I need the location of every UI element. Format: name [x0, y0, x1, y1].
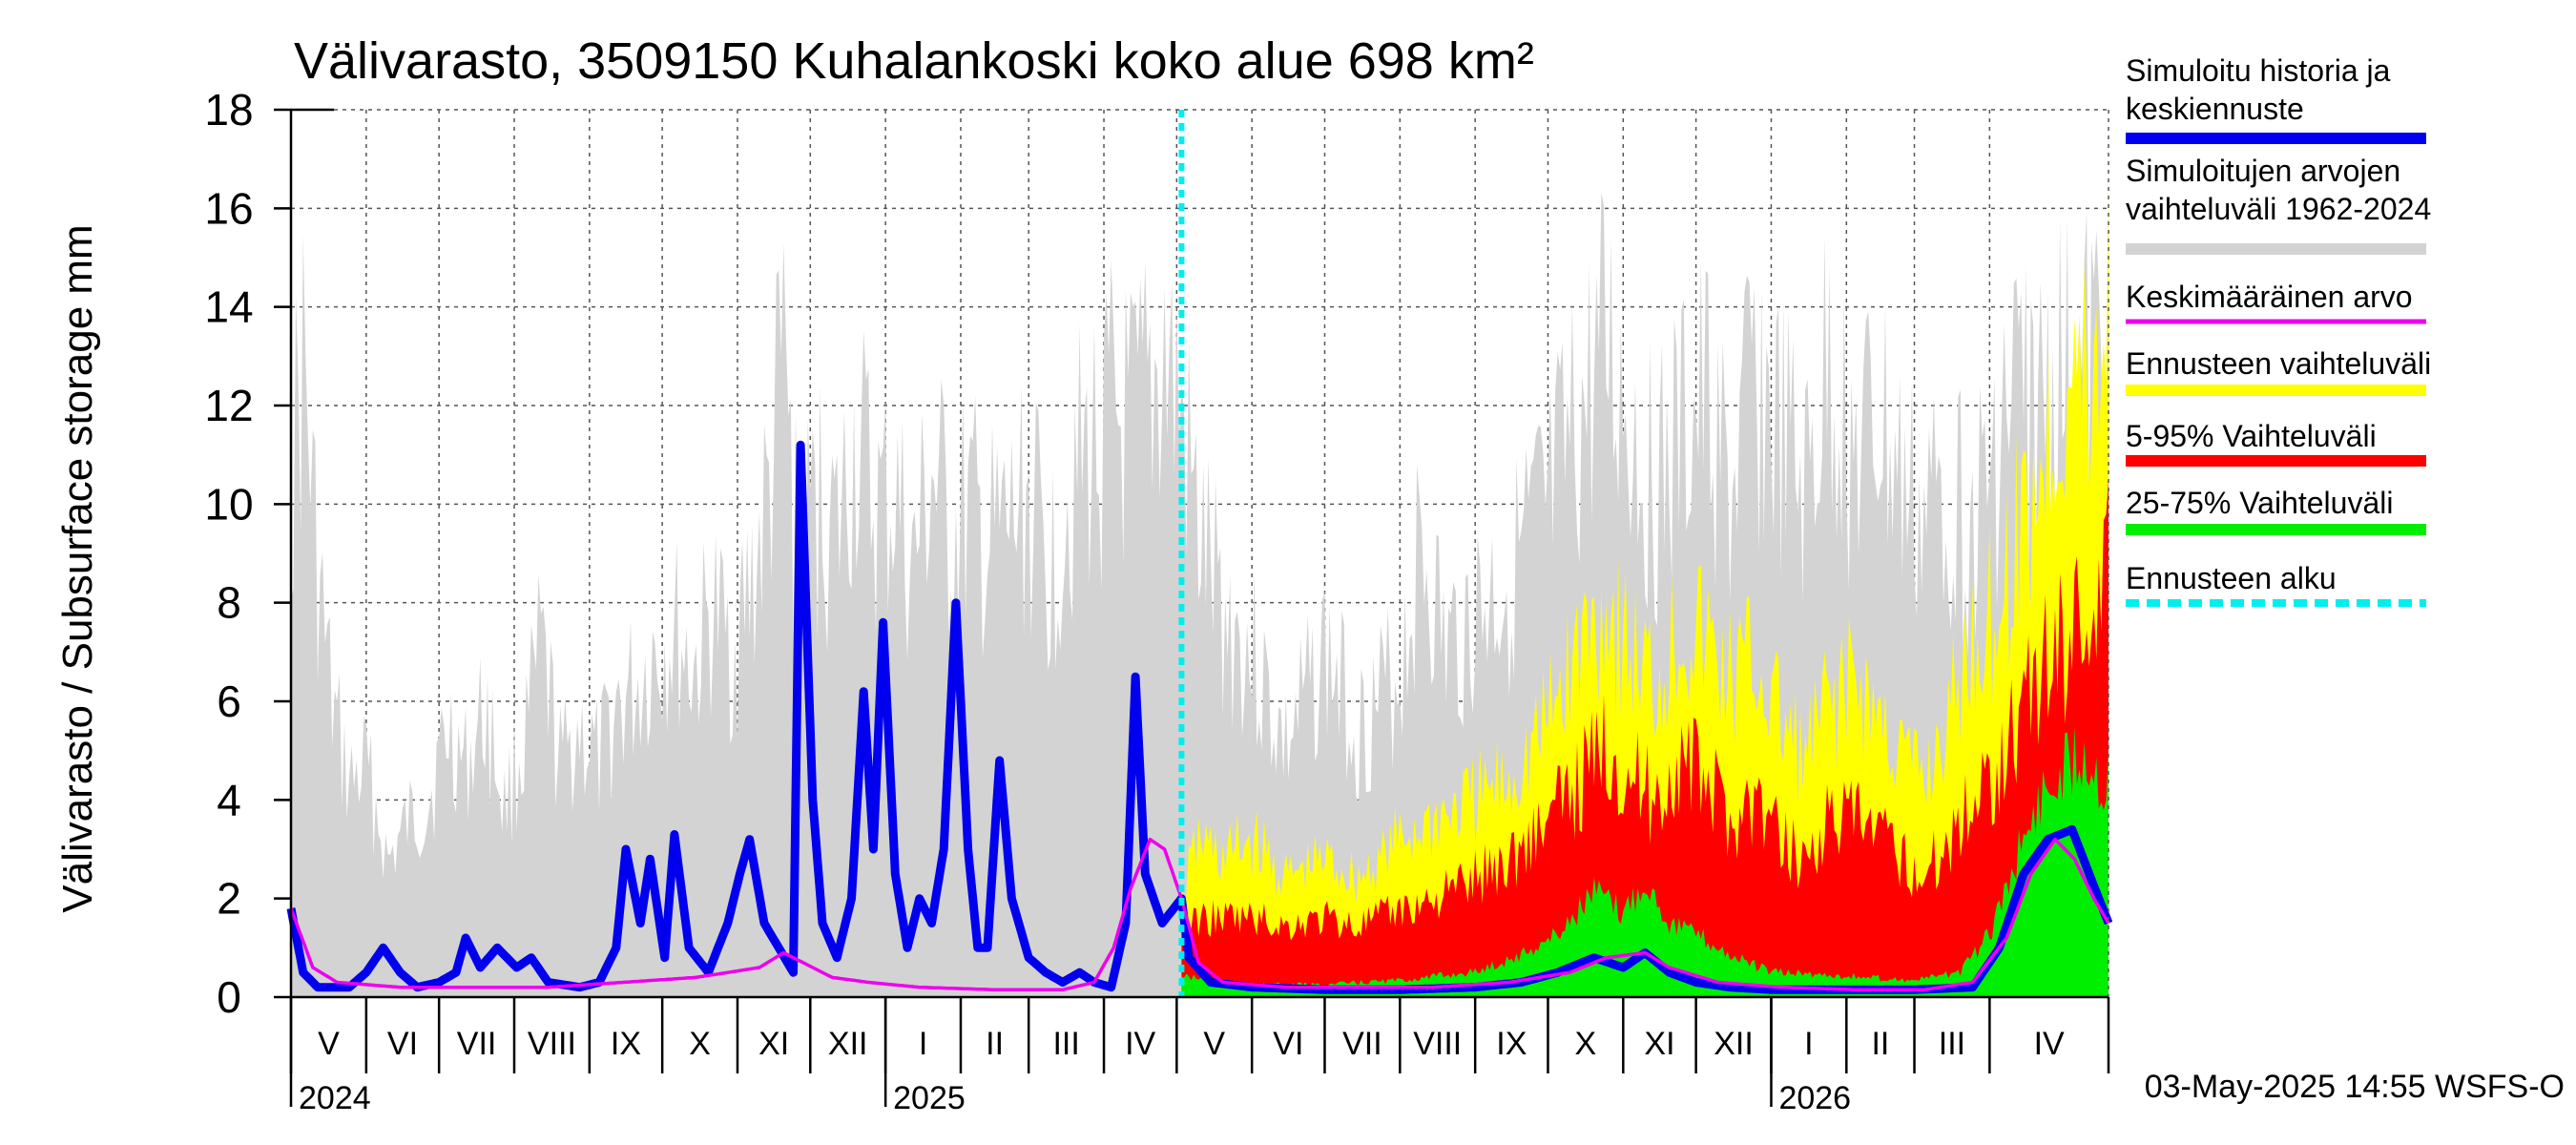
month-label: III: [1939, 1026, 1965, 1062]
y-tick-label: 14: [204, 282, 253, 332]
month-label: I: [1804, 1026, 1813, 1062]
month-label: IV: [1125, 1026, 1155, 1062]
y-tick-label: 2: [217, 874, 241, 924]
year-label: 2025: [893, 1080, 966, 1116]
month-label: XII: [828, 1026, 868, 1062]
month-label: I: [919, 1026, 927, 1062]
legend-label: Simuloitu historia ja keskiennuste: [2126, 53, 2391, 126]
month-label: XI: [758, 1026, 789, 1062]
month-label: II: [986, 1026, 1004, 1062]
y-tick-label: 16: [204, 183, 253, 233]
p25-75-range-area: [1181, 726, 2109, 997]
year-label: 2024: [299, 1080, 371, 1116]
month-label: V: [1203, 1026, 1225, 1062]
month-label: VIII: [1413, 1026, 1462, 1062]
y-tick-label: 12: [204, 381, 253, 430]
forecast-range-area: [1181, 183, 2109, 997]
month-label: III: [1052, 1026, 1079, 1062]
y-tick-label: 10: [204, 479, 253, 529]
legend: Simuloitu historia ja keskiennuste Simuloi…: [2126, 53, 2431, 607]
month-label: VI: [1273, 1026, 1303, 1062]
month-label: IV: [2034, 1026, 2065, 1062]
month-label: VIII: [528, 1026, 576, 1062]
p5-95-range-area: [1181, 479, 2109, 997]
y-tick-label: 8: [217, 578, 241, 628]
month-label: XI: [1644, 1026, 1674, 1062]
month-label: VII: [1342, 1026, 1382, 1062]
year-label: 2026: [1778, 1080, 1851, 1116]
month-label: X: [1575, 1026, 1597, 1062]
month-label: X: [689, 1026, 711, 1062]
timestamp-label: 03-May-2025 14:55 WSFS-O: [2145, 1069, 2565, 1105]
legend-label: Keskimääräinen arvo: [2126, 280, 2413, 314]
legend-label: 25-75% Vaihteluväli: [2126, 486, 2393, 520]
chart-title: Välivarasto, 3509150 Kuhalankoski koko a…: [294, 32, 1534, 90]
month-label: VII: [457, 1026, 497, 1062]
month-label: II: [1871, 1026, 1889, 1062]
legend-label: Ennusteen vaihteluväli: [2126, 346, 2431, 381]
legend-label: Simuloitujen arvojen vaihteluväli 1962-20…: [2126, 154, 2431, 226]
legend-label: Ennusteen alku: [2126, 561, 2337, 595]
y-tick-label: 6: [217, 677, 241, 726]
month-label: V: [318, 1026, 340, 1062]
month-label: XII: [1714, 1026, 1754, 1062]
month-label: IX: [1496, 1026, 1527, 1062]
mean-value-line: [289, 837, 2110, 992]
month-label: VI: [387, 1026, 418, 1062]
y-tick-label: 18: [204, 85, 253, 135]
legend-label: 5-95% Vaihteluväli: [2126, 419, 2377, 453]
y-axis-label: Välivarasto / Subsurface storage mm: [54, 224, 101, 912]
y-tick-label: 0: [217, 972, 241, 1022]
plot-area: [286, 110, 2113, 997]
y-tick-label: 4: [217, 775, 241, 824]
month-label: IX: [611, 1026, 641, 1062]
